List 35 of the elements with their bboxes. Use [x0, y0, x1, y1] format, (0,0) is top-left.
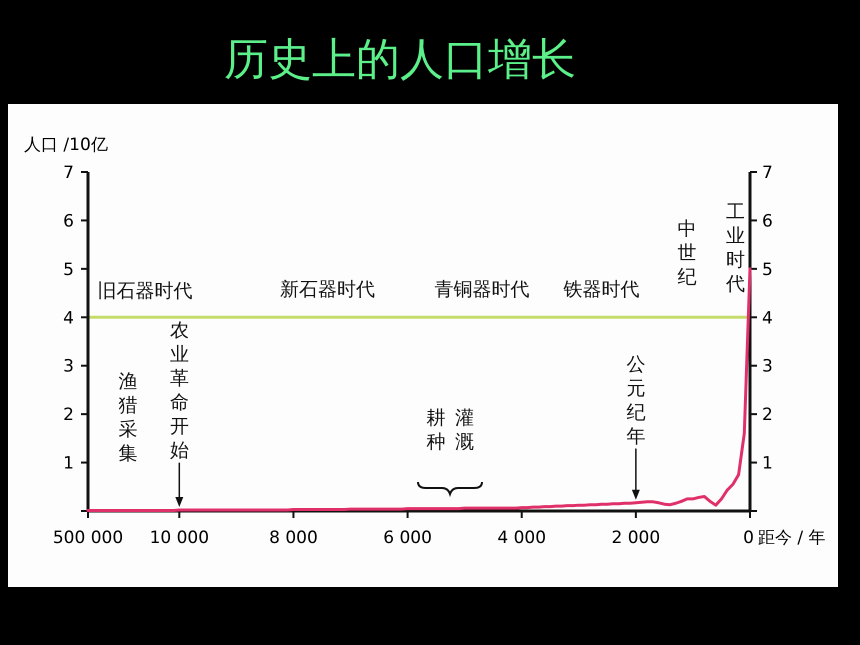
- y-tick-label: 5: [63, 260, 74, 280]
- y-tick-label: 3: [63, 356, 74, 377]
- y2-tick-label: 3: [762, 356, 773, 377]
- y2-tick-label: 2: [762, 405, 773, 426]
- y-tick-label: 6: [63, 211, 74, 232]
- x-tick-label: 4 000: [497, 528, 546, 548]
- y-axis-title: 人口 /10亿: [24, 135, 108, 155]
- annotation: 旧石器时代: [98, 280, 193, 302]
- x-tick-label: 0: [743, 528, 754, 548]
- annotation: 青铜器时代: [434, 278, 530, 300]
- annotation: 工业时代: [725, 201, 746, 296]
- y-tick-label: 2: [63, 405, 74, 426]
- y-tick-label: 7: [63, 163, 74, 183]
- annotation: 铁器时代: [562, 278, 640, 300]
- y-tick-label: 4: [63, 308, 74, 328]
- x-tick-label: 10 000: [150, 528, 210, 548]
- y-tick-label: 1: [63, 454, 74, 474]
- x-tick-label: 6 000: [383, 528, 432, 548]
- x-axis-title: 距今 / 年: [758, 528, 826, 548]
- y2-tick-label: 6: [762, 211, 773, 232]
- chart-title: 历史上的人口增长: [224, 34, 576, 85]
- x-tick-label: 8 000: [269, 528, 318, 548]
- annotation: 中世纪: [678, 218, 697, 288]
- annotation: 耕种: [426, 406, 446, 453]
- annotation: 渔猎采集: [118, 370, 138, 465]
- y2-tick-label: 7: [762, 163, 773, 183]
- annotation: 新石器时代: [280, 278, 376, 300]
- x-tick-label: 2 000: [612, 528, 660, 548]
- x-tick-label: 500 000: [52, 528, 124, 548]
- annotation: 农业革命开始: [170, 320, 189, 462]
- annotation: 灌溉: [455, 406, 474, 453]
- y2-tick-label: 1: [762, 454, 773, 474]
- annotation: 公元纪年: [626, 354, 646, 448]
- y2-tick-label: 4: [762, 308, 773, 328]
- y2-tick-label: 5: [762, 260, 773, 280]
